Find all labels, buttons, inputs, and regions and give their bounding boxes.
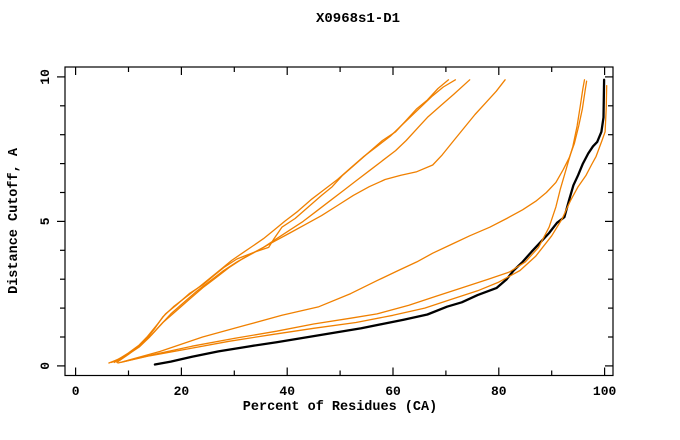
plot-frame	[64, 66, 614, 377]
axis-ticks	[57, 67, 613, 376]
x-tick-label: 0	[72, 384, 80, 399]
y-tick-label: 0	[38, 362, 53, 370]
curves	[108, 78, 608, 366]
curve-orange-5	[122, 80, 588, 363]
x-tick-label: 100	[593, 384, 617, 399]
y-tick-label: 5	[38, 217, 53, 225]
curve-orange-4	[116, 79, 506, 364]
curve-model-black	[153, 78, 606, 366]
axis-tick-labels: 0 20 40 60 80 100 0 5 10	[38, 69, 616, 399]
curve-orange-2	[110, 79, 457, 364]
x-axis-label: Percent of Residues (CA)	[243, 400, 437, 415]
y-axis-label: Distance Cutoff, A	[7, 147, 22, 294]
curve-orange-3	[113, 79, 471, 364]
y-tick-label: 10	[38, 69, 53, 85]
curve-orange-7	[117, 84, 608, 364]
plot-border	[64, 66, 614, 377]
x-tick-label: 80	[491, 384, 507, 399]
x-tick-label: 20	[174, 384, 190, 399]
x-tick-label: 40	[279, 384, 295, 399]
curve-orange-6	[119, 79, 586, 364]
chart-title: X0968s1-D1	[316, 11, 400, 27]
x-tick-label: 60	[385, 384, 401, 399]
